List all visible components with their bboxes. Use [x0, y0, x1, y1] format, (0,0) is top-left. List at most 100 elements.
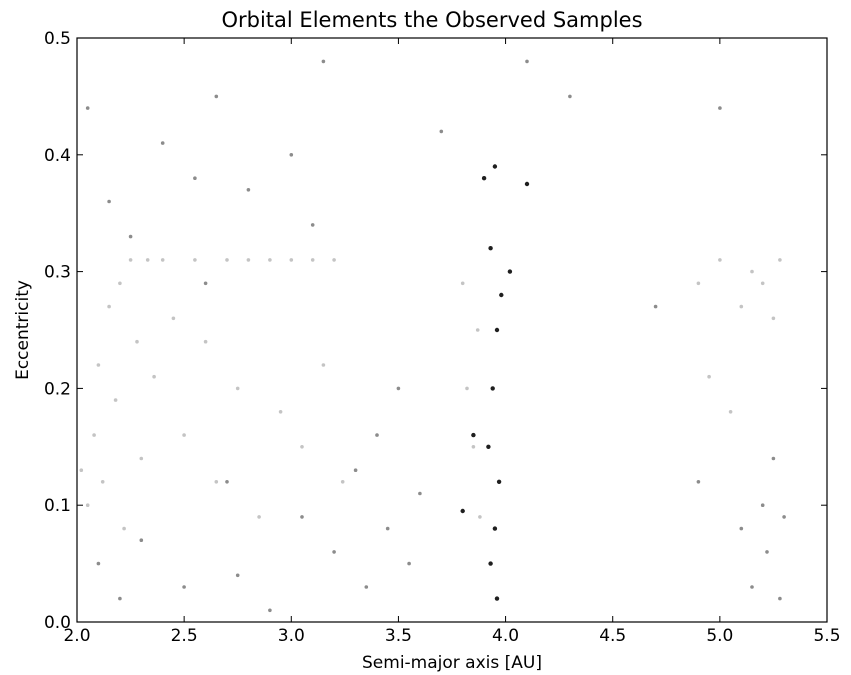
data-point [488, 561, 493, 566]
data-point [728, 410, 733, 414]
data-point [203, 339, 208, 344]
data-point [696, 480, 701, 484]
data-point [182, 433, 186, 437]
data-point [96, 363, 101, 367]
data-point [782, 515, 786, 519]
data-point [653, 304, 658, 309]
data-point [460, 281, 465, 286]
data-point [465, 386, 469, 391]
x-tick-label: 5.0 [706, 626, 733, 646]
data-point [340, 480, 345, 484]
data-point [246, 258, 251, 262]
data-point [494, 596, 500, 601]
data-point [488, 246, 493, 251]
y-axis-label: Eccentricity [13, 280, 33, 380]
data-point [771, 316, 776, 321]
data-point [471, 432, 476, 438]
x-tick-label: 5.5 [813, 626, 840, 646]
data-point [79, 468, 84, 473]
data-point [494, 327, 500, 333]
y-tick-label: 0.2 [44, 379, 71, 399]
data-point [739, 526, 744, 531]
data-point [525, 59, 529, 64]
data-point [122, 526, 126, 531]
data-point [152, 374, 156, 379]
data-point [300, 515, 304, 519]
data-point [85, 106, 90, 110]
data-point [496, 479, 502, 484]
x-axis-label: Semi-major axis [AU] [362, 653, 542, 673]
data-point [739, 304, 744, 309]
data-point [193, 176, 197, 180]
data-point [750, 585, 754, 589]
y-tick-label: 0.5 [44, 29, 71, 49]
data-point [760, 503, 765, 508]
data-point [268, 608, 272, 613]
data-point [765, 550, 769, 554]
data-point [478, 515, 482, 519]
data-point [418, 491, 422, 496]
data-point [486, 444, 491, 449]
y-tick-label: 0.4 [44, 146, 71, 166]
data-point [353, 468, 358, 473]
x-tick-label: 2.5 [171, 626, 198, 646]
y-tick-label: 0.1 [44, 496, 71, 516]
data-point [118, 596, 122, 601]
data-point [778, 596, 782, 601]
data-point [778, 258, 782, 262]
data-point [385, 526, 390, 531]
data-point [225, 258, 229, 262]
data-point [128, 258, 133, 262]
data-point [310, 223, 315, 227]
data-point [707, 374, 711, 379]
y-tick-label: 0.0 [44, 613, 71, 633]
data-point [718, 258, 722, 262]
data-point [568, 94, 572, 99]
x-tick-label: 3.5 [385, 626, 412, 646]
y-tick-label: 0.3 [44, 263, 71, 283]
data-point [107, 199, 111, 204]
data-point [310, 258, 315, 262]
data-point [439, 129, 444, 134]
data-point [96, 561, 101, 566]
data-point [332, 550, 336, 554]
data-point [471, 445, 476, 449]
data-point [300, 445, 304, 449]
data-point [193, 258, 197, 262]
ticks-layer: 2.0 2.5 3.0 3.5 4.0 4.5 5.0 5.5 0.0 0.1 0.2 0.3 0.4 0… [44, 29, 841, 646]
data-point [475, 328, 480, 332]
x-tick-label: 4.5 [599, 626, 626, 646]
data-point [396, 386, 401, 391]
data-point [696, 281, 701, 286]
data-point [145, 258, 150, 262]
data-point [490, 386, 495, 391]
data-point [375, 433, 379, 437]
data-point [750, 269, 754, 274]
data-point [135, 339, 139, 344]
x-tick-label: 2.0 [63, 626, 90, 646]
chart-title: Orbital Elements the Observed Samples [221, 8, 642, 32]
data-point [718, 106, 722, 110]
data-point [214, 94, 219, 99]
data-point [171, 316, 176, 321]
data-point [499, 292, 504, 298]
data-point [107, 304, 111, 309]
data-point [481, 176, 487, 181]
data-point [139, 456, 144, 461]
data-point [85, 503, 90, 508]
data-point [278, 410, 283, 414]
data-point [100, 480, 105, 484]
data-point [92, 433, 96, 437]
data-point [268, 258, 272, 262]
data-point [460, 508, 465, 514]
data-point [182, 585, 186, 589]
data-point [364, 585, 369, 589]
x-tick-label: 3.0 [278, 626, 305, 646]
data-point [203, 281, 208, 286]
data-point [235, 573, 240, 578]
data-point [235, 386, 240, 391]
data-point [332, 258, 336, 262]
data-point [524, 181, 530, 187]
data-point [118, 281, 122, 286]
